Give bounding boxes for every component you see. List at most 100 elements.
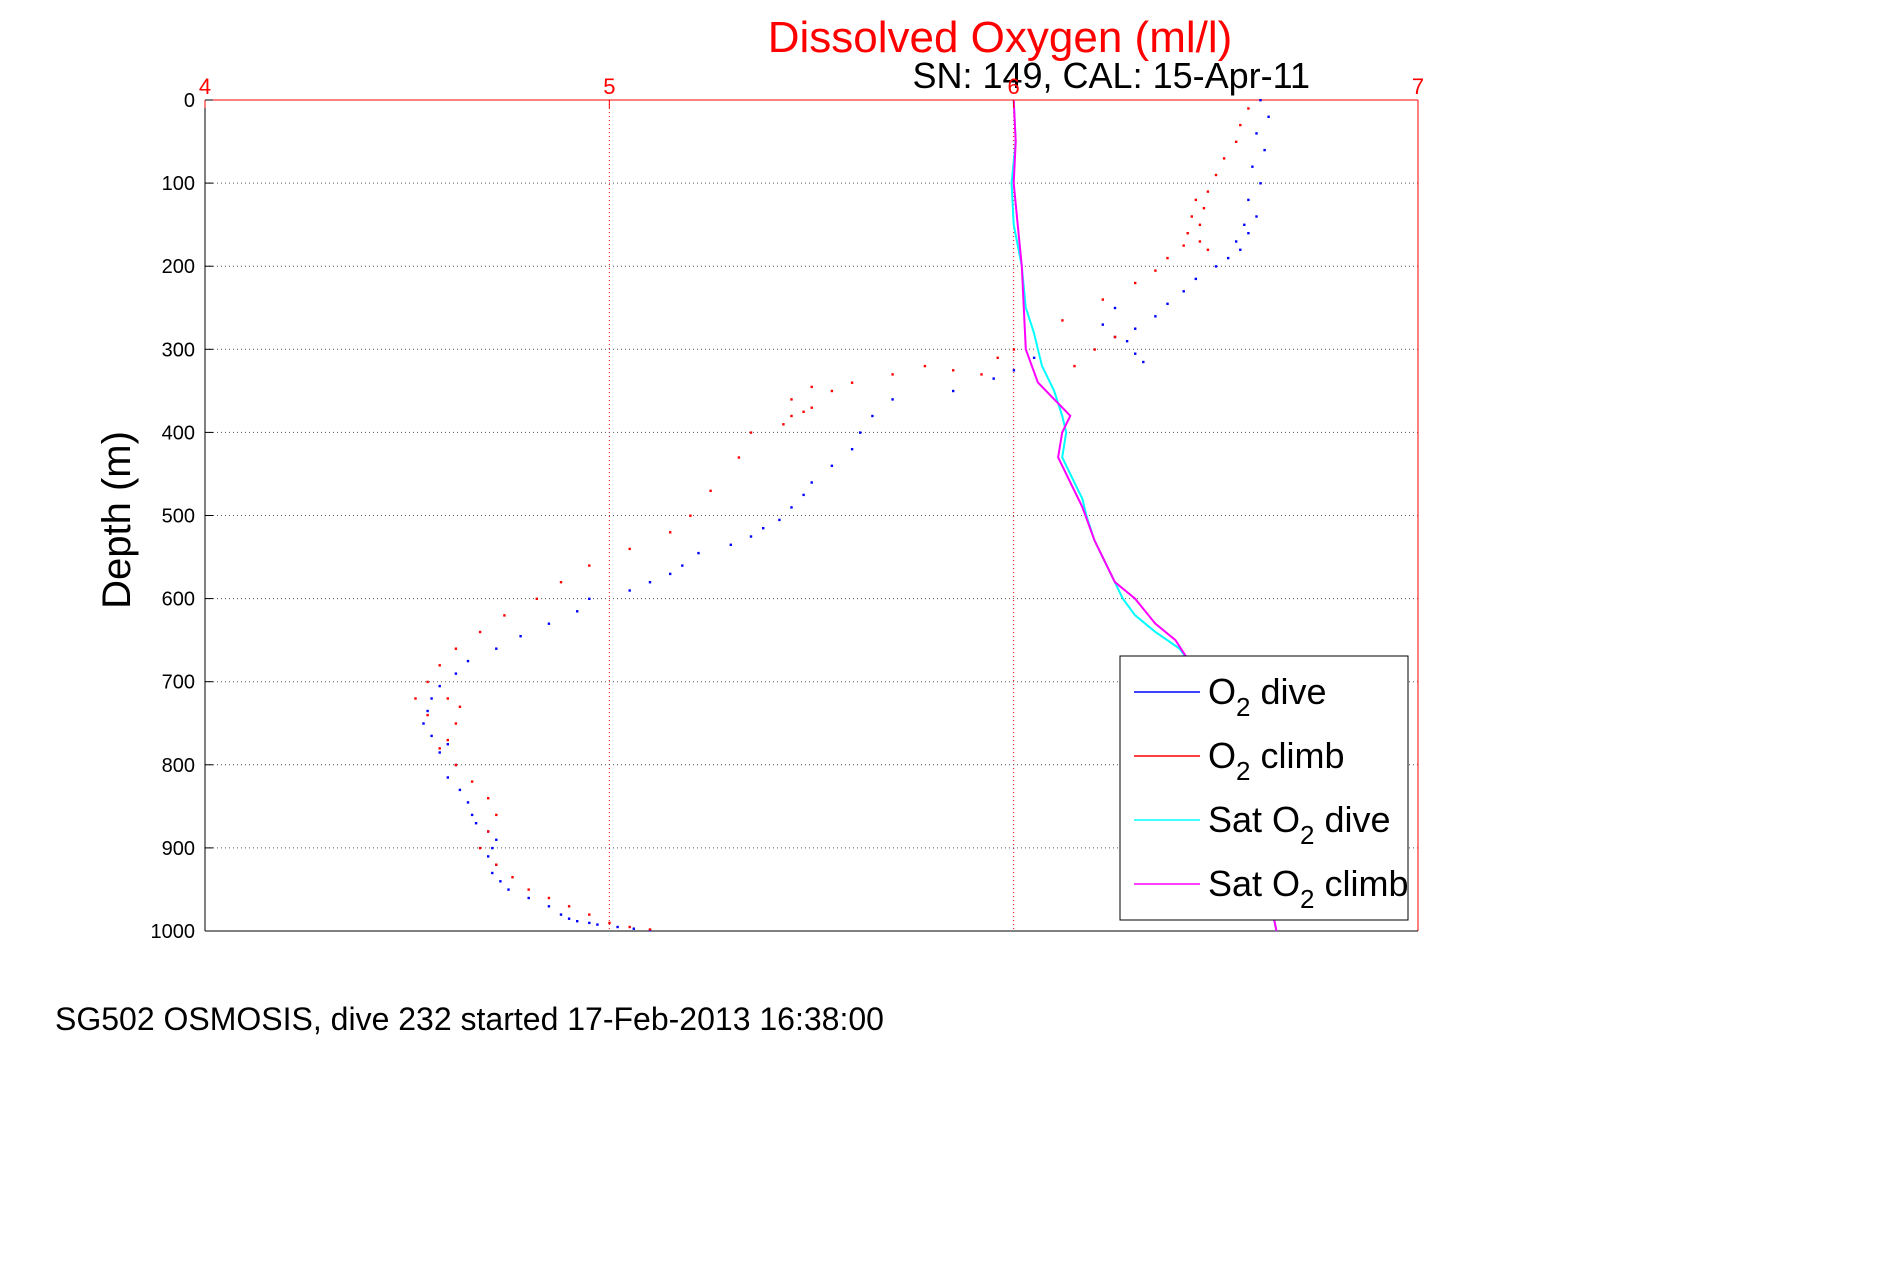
point-o2-dive <box>1214 265 1218 268</box>
x-tick-label: 4 <box>199 74 211 99</box>
point-o2-climb <box>669 531 672 534</box>
point-o2-climb <box>1247 107 1250 110</box>
point-o2-dive <box>1247 198 1250 202</box>
point-o2-dive <box>1251 165 1254 168</box>
point-o2-climb <box>923 364 927 368</box>
point-o2-climb <box>790 414 793 418</box>
x-tick-label: 6 <box>1008 74 1020 99</box>
point-o2-climb <box>446 697 449 700</box>
point-o2-dive <box>1182 290 1185 293</box>
y-tick-label: 400 <box>162 422 195 444</box>
point-o2-dive <box>596 923 599 926</box>
point-o2-dive <box>729 543 732 546</box>
y-tick-label: 1000 <box>151 921 196 943</box>
point-o2-climb <box>1198 223 1202 226</box>
point-o2-climb <box>547 896 551 900</box>
y-tick-label: 100 <box>162 173 195 195</box>
point-o2-dive <box>588 597 591 600</box>
point-o2-dive <box>810 481 813 484</box>
point-o2-dive <box>438 751 441 754</box>
point-o2-dive <box>576 920 579 923</box>
point-o2-dive <box>628 589 631 592</box>
point-o2-dive <box>466 659 470 663</box>
point-o2-dive <box>1012 369 1016 372</box>
point-o2-climb <box>1202 207 1206 210</box>
point-o2-dive <box>830 464 834 467</box>
y-tick-label: 700 <box>162 672 195 694</box>
point-o2-dive <box>1194 277 1197 281</box>
point-o2-dive <box>426 709 429 713</box>
point-o2-dive <box>422 722 425 725</box>
point-o2-climb <box>1214 173 1218 177</box>
point-o2-dive <box>762 527 765 530</box>
point-o2-climb <box>1134 281 1137 285</box>
point-o2-dive <box>850 448 854 451</box>
legend-entry: O2 dive <box>1208 671 1327 722</box>
point-o2-dive <box>470 813 474 817</box>
y-tick-label: 0 <box>184 90 195 112</box>
point-o2-dive <box>1235 240 1238 243</box>
point-o2-dive <box>632 927 635 930</box>
y-tick-label: 200 <box>162 256 195 278</box>
point-o2-dive <box>790 506 793 509</box>
point-o2-dive <box>1259 99 1262 102</box>
point-o2-climb <box>782 423 785 426</box>
y-tick-label: 600 <box>162 589 195 611</box>
grid <box>205 100 1418 931</box>
point-o2-dive <box>859 431 862 434</box>
point-o2-dive <box>1101 323 1104 326</box>
point-o2-dive <box>495 647 498 650</box>
point-o2-climb <box>495 813 498 817</box>
point-o2-climb <box>1206 248 1210 251</box>
point-o2-climb <box>487 830 490 833</box>
point-o2-climb <box>426 680 429 684</box>
point-o2-dive <box>871 414 874 418</box>
legend: O2 dive O2 climb Sat O2 dive Sat O2 climb <box>1119 655 1409 921</box>
legend-entry: Sat O2 climb <box>1208 863 1409 914</box>
y-axis-label: Depth (m) <box>95 431 139 609</box>
point-o2-climb <box>527 888 530 891</box>
point-o2-climb <box>737 456 741 459</box>
point-o2-climb <box>749 431 753 434</box>
point-o2-dive <box>1113 306 1117 310</box>
point-o2-dive <box>1267 115 1270 118</box>
point-o2-climb <box>1235 140 1238 143</box>
point-o2-dive <box>1255 215 1258 218</box>
point-o2-dive <box>507 888 510 891</box>
point-o2-climb <box>802 410 805 413</box>
y-tick-label: 800 <box>162 755 195 777</box>
point-o2-climb <box>810 406 813 409</box>
point-o2-dive <box>454 672 458 675</box>
point-o2-climb <box>1166 256 1169 260</box>
point-o2-dive <box>681 564 684 567</box>
point-o2-climb <box>511 876 514 879</box>
point-o2-dive <box>446 776 449 779</box>
point-o2-climb <box>1113 335 1117 339</box>
point-o2-dive <box>669 572 672 576</box>
point-o2-climb <box>478 630 482 634</box>
point-o2-climb <box>1186 232 1189 235</box>
point-o2-climb <box>1206 190 1210 193</box>
point-o2-climb <box>1093 348 1096 351</box>
point-o2-dive <box>1134 327 1137 330</box>
point-o2-climb <box>478 846 482 850</box>
point-o2-climb <box>648 928 652 931</box>
point-o2-dive <box>1166 302 1169 305</box>
point-o2-climb <box>891 373 894 376</box>
point-o2-climb <box>689 514 692 517</box>
point-o2-dive <box>519 635 522 638</box>
point-o2-dive <box>499 880 502 883</box>
x-tick-label: 5 <box>603 74 615 99</box>
point-o2-dive <box>1263 148 1266 152</box>
point-o2-dive <box>458 788 462 792</box>
axis-ticks: 4 5 6 7 0 100 200 300 400 500 600 700 800 900 1000 <box>151 74 1425 943</box>
point-o2-dive <box>1134 352 1137 355</box>
point-o2-dive <box>749 535 753 538</box>
point-o2-climb <box>426 713 429 717</box>
point-o2-dive <box>1227 256 1230 260</box>
point-o2-climb <box>458 705 462 708</box>
point-o2-dive <box>1243 223 1246 226</box>
point-o2-dive <box>547 622 551 625</box>
point-o2-climb <box>495 863 498 866</box>
point-o2-dive <box>1142 360 1145 364</box>
